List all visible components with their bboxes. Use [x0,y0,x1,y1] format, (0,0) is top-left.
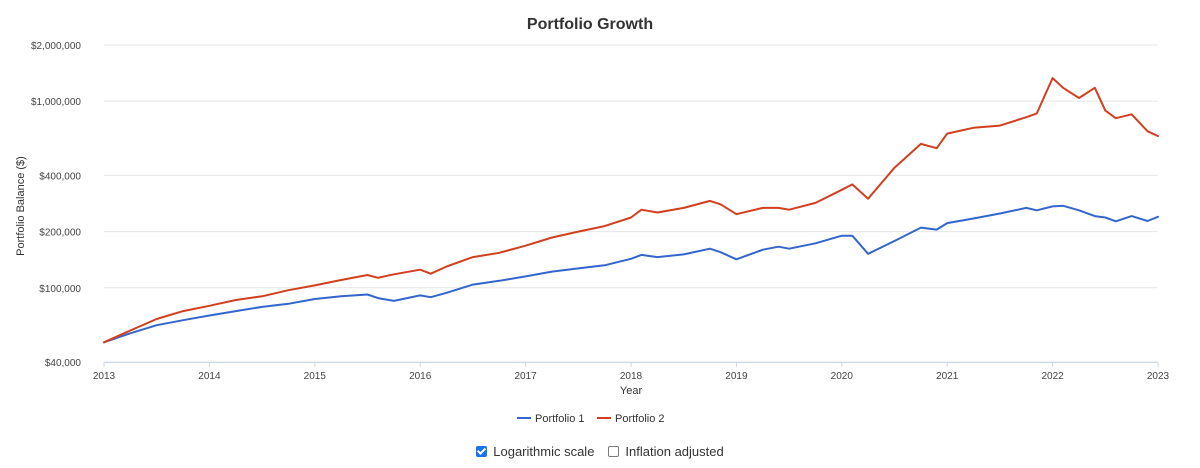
y-tick-label: $40,000 [45,358,82,369]
x-axis: 2013 2014 2015 2016 2017 2018 2019 2020 2021 2022… [93,362,1170,382]
inflation-adjusted-check-icon[interactable] [608,445,620,457]
inflation-adjusted-label: Inflation adjusted [625,443,724,459]
y-tick-label: $2,000,000 [31,41,81,52]
y-tick-label: $200,000 [39,228,81,239]
x-tick-label: 2015 [304,371,327,382]
x-tick-label: 2021 [936,371,959,382]
log-scale-check-icon[interactable] [476,445,488,457]
legend-label: Portfolio 1 [535,413,585,425]
x-tick-label: 2023 [1147,371,1170,382]
series-lines [103,77,1159,344]
x-tick-label: 2016 [409,371,432,382]
chart-canvas: Portfolio Growth 2013 2014 2015 2016 2017 201… [15,16,1170,425]
x-tick-label: 2022 [1041,371,1064,382]
x-tick-label: 2019 [725,371,748,382]
x-tick-label: 2018 [620,371,643,382]
log-scale-checkbox[interactable]: Logarithmic scale [476,444,594,459]
y-axis-title: Portfolio Balance ($) [15,156,27,256]
chart-title: Portfolio Growth [527,16,653,33]
x-tick-label: 2020 [831,371,854,382]
legend: Portfolio 1 Portfolio 2 [517,413,665,425]
x-tick-label: 2013 [93,371,116,382]
inflation-adjusted-checkbox[interactable]: Inflation adjusted [608,443,724,459]
grid-lines [104,44,1158,363]
chart-options: Logarithmic scale Inflation adjusted [0,440,1200,462]
series-line-portfolio-2 [103,77,1159,344]
y-axis: $40,000 $100,000 $200,000 $400,000 $1,000,00… [31,41,81,369]
legend-label: Portfolio 2 [615,413,665,425]
x-axis-title: Year [620,385,643,397]
y-tick-label: $100,000 [39,284,81,295]
log-scale-label: Logarithmic scale [493,443,595,459]
y-tick-label: $1,000,000 [31,97,81,108]
series-line-portfolio-1 [103,204,1159,344]
y-tick-label: $400,000 [39,171,81,182]
x-tick-label: 2014 [198,371,221,382]
x-tick-label: 2017 [514,371,537,382]
